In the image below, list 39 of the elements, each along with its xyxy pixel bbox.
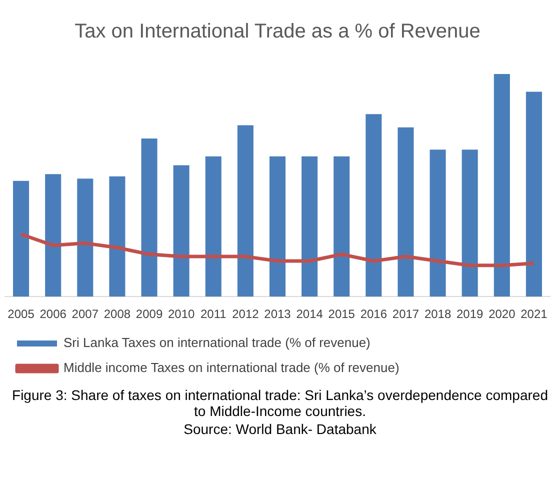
x-tick-label: 2005 xyxy=(8,307,35,322)
bar xyxy=(398,127,414,297)
x-tick-label: 2006 xyxy=(40,307,67,322)
bar xyxy=(366,114,382,297)
bar xyxy=(269,156,286,297)
bar xyxy=(109,176,126,297)
x-tick-label: 2017 xyxy=(392,307,420,322)
x-tick-label: 2015 xyxy=(328,307,356,322)
legend-label: Sri Lanka Taxes on international trade (% of revenue) xyxy=(64,335,370,350)
x-tick-label: 2021 xyxy=(520,307,548,322)
source-note: Source: World Bank- Databank xyxy=(182,421,378,437)
bar xyxy=(205,156,222,297)
x-tick-label: 2014 xyxy=(296,307,324,322)
x-tick-label: 2020 xyxy=(488,307,516,322)
bar xyxy=(77,178,94,297)
bar xyxy=(173,165,190,297)
caption: Figure 3: Share of taxes on international trade: Sri Lanka’s overdependence compared to Middle-Income countries. xyxy=(11,387,549,419)
x-tick-label: 2007 xyxy=(72,307,99,322)
x-tick-label: 2009 xyxy=(136,307,163,322)
bar xyxy=(141,138,158,297)
chart-title: Tax on International Trade as a % of Revenue xyxy=(74,20,480,43)
bar xyxy=(334,156,350,297)
x-tick-label: 2019 xyxy=(456,307,484,322)
bar xyxy=(462,150,478,297)
x-tick-label: 2016 xyxy=(360,307,388,322)
x-tick-label: 2010 xyxy=(168,307,195,322)
bar xyxy=(45,174,62,297)
x-tick-label: 2018 xyxy=(424,307,452,322)
bar xyxy=(302,156,318,297)
legend-label: Middle income Taxes on international trade (% of revenue) xyxy=(64,360,400,376)
bar xyxy=(13,180,30,297)
x-tick-label: 2008 xyxy=(104,307,131,322)
bar xyxy=(494,74,510,297)
bar xyxy=(237,125,254,297)
bar xyxy=(430,150,446,297)
x-tick-label: 2012 xyxy=(232,307,260,322)
bar xyxy=(526,92,542,297)
x-tick-label: 2013 xyxy=(264,307,292,322)
x-tick-label: 2011 xyxy=(200,307,227,322)
